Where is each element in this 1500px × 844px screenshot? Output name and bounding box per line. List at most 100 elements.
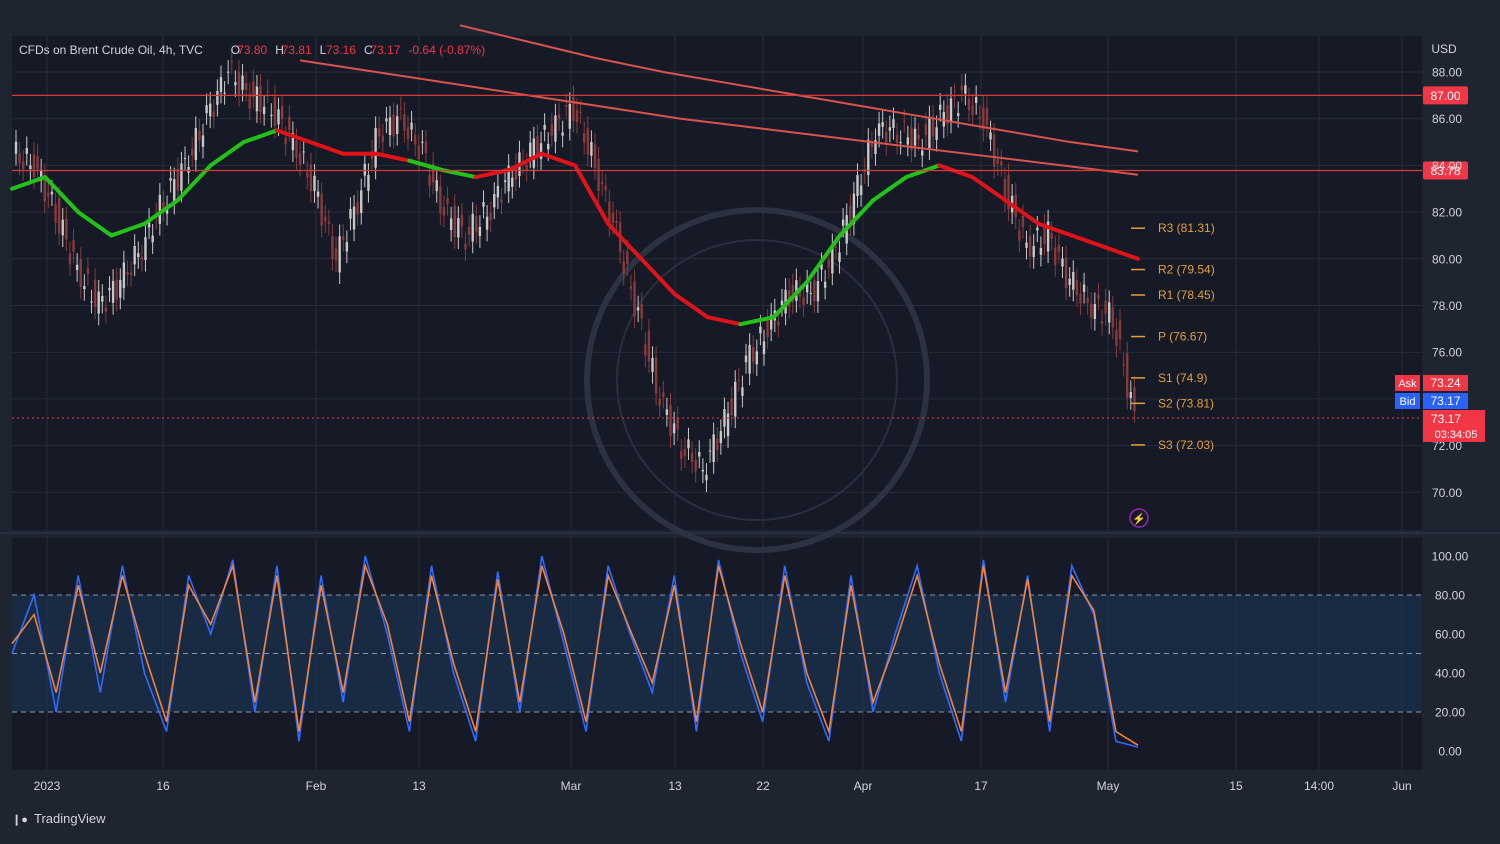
candle: [280, 106, 284, 120]
candle: [622, 261, 625, 275]
ema-line: [1102, 245, 1140, 261]
candle: [252, 81, 255, 97]
candle: [439, 186, 442, 214]
candle: [1036, 227, 1039, 231]
candle: [270, 114, 273, 116]
time-tick-label: 17: [974, 779, 988, 793]
low-label: L: [320, 43, 327, 57]
ema-line: [970, 175, 1008, 203]
candle: [820, 264, 823, 270]
candle: [734, 381, 737, 417]
candle: [554, 115, 557, 142]
candle: [126, 272, 129, 275]
candle: [662, 392, 665, 397]
candle: [399, 108, 402, 110]
candle: [248, 93, 251, 109]
candle: [539, 143, 543, 160]
candle: [903, 120, 906, 122]
time-tick-label: 13: [412, 779, 426, 793]
candle: [266, 91, 269, 93]
ask-tag: [1395, 375, 1420, 391]
candle: [813, 280, 816, 302]
candle: [413, 134, 417, 145]
candle: [831, 245, 834, 274]
candle: [654, 357, 658, 394]
candle: [237, 71, 241, 96]
candle: [586, 127, 589, 155]
candle: [1043, 225, 1046, 244]
ema-line: [639, 256, 677, 296]
candle: [939, 104, 942, 110]
candle: [349, 209, 352, 219]
time-tick-label: 14:00: [1304, 779, 1334, 793]
candle: [129, 272, 133, 276]
candle: [676, 417, 679, 430]
ema-line: [606, 221, 644, 261]
pivot-label: R2 (79.54): [1158, 263, 1215, 277]
candle: [514, 164, 518, 180]
tradingview-logo-icon: ❙●: [12, 814, 28, 826]
candle: [780, 300, 784, 306]
candle: [967, 98, 971, 111]
candle: [324, 216, 327, 222]
candle: [529, 142, 532, 157]
candle: [467, 226, 471, 235]
candle: [36, 156, 39, 170]
candle: [1050, 233, 1053, 239]
candle: [478, 226, 482, 237]
candle: [234, 82, 237, 86]
candle: [1086, 297, 1089, 304]
candle: [766, 320, 769, 338]
ema-line: [705, 315, 743, 327]
candle: [971, 105, 974, 116]
candle: [187, 166, 190, 173]
candle: [140, 256, 144, 260]
ask-value-tag: [1423, 375, 1468, 391]
candle: [1111, 307, 1115, 328]
ema-line: [904, 163, 942, 180]
candle: [834, 246, 838, 249]
candle: [230, 61, 233, 63]
ema-line: [771, 280, 809, 320]
candle: [442, 207, 446, 216]
pivot-label: S3 (72.03): [1158, 438, 1214, 452]
candle: [694, 459, 697, 472]
candle: [342, 236, 345, 240]
alert-icon[interactable]: [1129, 508, 1149, 528]
candle: [21, 161, 25, 169]
high-value: 73.81: [282, 43, 312, 57]
candle: [288, 116, 291, 131]
candle: [615, 220, 618, 224]
candle: [629, 286, 633, 289]
candle: [338, 236, 341, 273]
candle: [367, 174, 370, 191]
ema-line: [274, 128, 313, 145]
candle: [737, 379, 741, 381]
candle: [1104, 300, 1107, 314]
candle: [698, 451, 701, 457]
candle: [543, 124, 546, 130]
price-tick-label: 70.00: [1432, 486, 1462, 500]
candle: [762, 341, 766, 355]
candle: [309, 164, 313, 192]
candle: [669, 404, 672, 437]
candle: [295, 140, 298, 158]
time-tick-label: May: [1097, 779, 1120, 793]
candle: [453, 205, 456, 238]
candle: [428, 174, 431, 187]
candle: [313, 175, 316, 192]
candle: [885, 131, 888, 145]
open-value: 73.80: [237, 43, 267, 57]
candle: [1115, 329, 1118, 346]
candle: [137, 253, 140, 258]
candle: [511, 177, 514, 187]
price-tick-label: 72.00: [1432, 439, 1462, 453]
candle: [978, 116, 981, 119]
bid-value: 73.17: [1430, 394, 1460, 408]
ema-line: [672, 291, 710, 320]
stochastic-tick-label: 20.00: [1435, 706, 1465, 720]
candle: [913, 128, 917, 146]
stochastic-tick-label: 100.00: [1432, 550, 1469, 564]
candle: [924, 124, 928, 136]
